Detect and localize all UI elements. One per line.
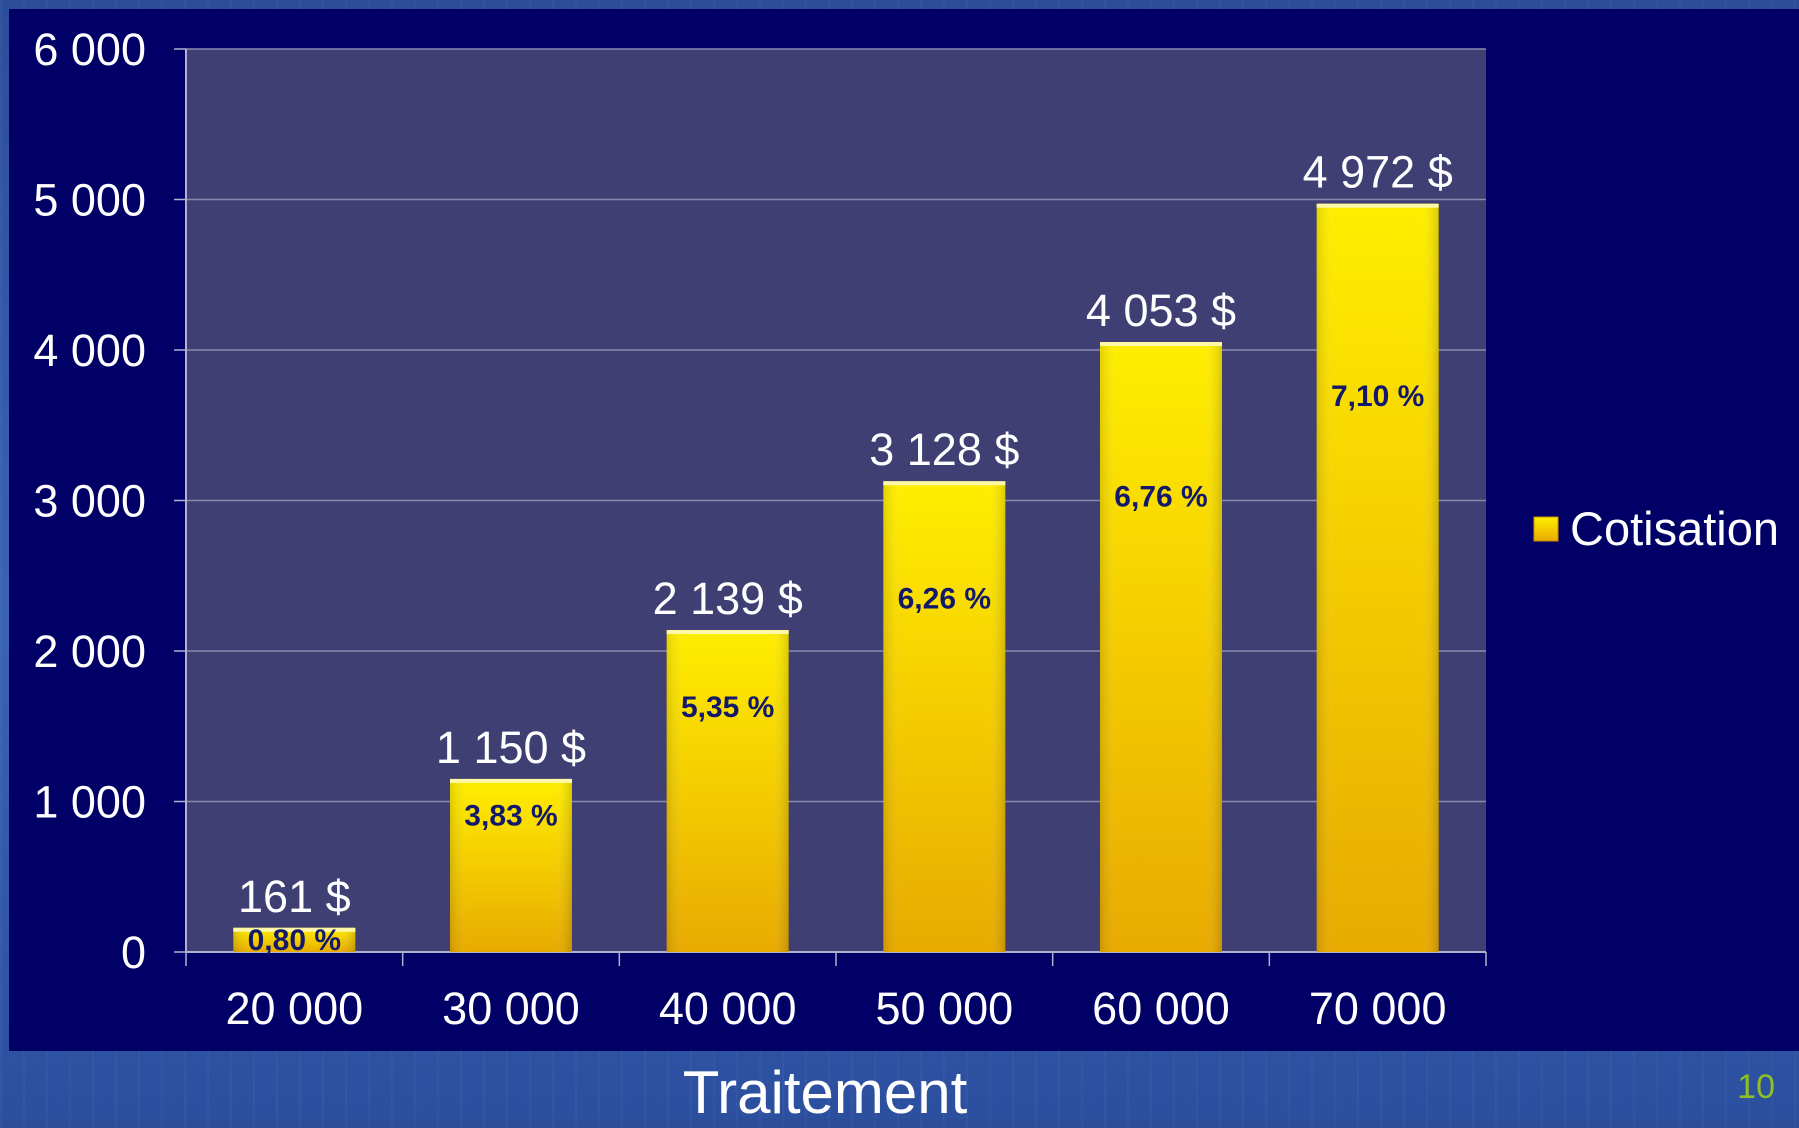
x-tick-label: 30 000 <box>442 983 580 1034</box>
bar-percent-label: 6,26 % <box>898 582 991 615</box>
bar-percent-label: 0,80 % <box>248 924 341 957</box>
bar-value-label: 3 128 $ <box>869 424 1019 475</box>
page-number: 10 <box>1737 1068 1775 1106</box>
axes: 0 1 000 2 000 3 000 4 000 5 000 6 000 <box>33 24 1487 978</box>
bar-shading <box>1316 203 1439 953</box>
bar-value-label: 4 972 $ <box>1303 147 1453 198</box>
y-tick-label: 6 000 <box>33 24 146 75</box>
bar-top-highlight <box>450 778 572 783</box>
gridlines <box>186 48 1486 803</box>
bar-value-label: 161 $ <box>238 871 351 922</box>
x-axis-title: Traitement <box>682 1059 968 1126</box>
bar-percent-label: 5,35 % <box>681 691 774 724</box>
y-tick-label: 3 000 <box>33 476 146 527</box>
bar-top-highlight <box>1316 203 1439 208</box>
bar-top-highlight <box>883 481 1006 486</box>
x-tick-label: 40 000 <box>659 983 797 1034</box>
x-tick-label: 50 000 <box>876 983 1014 1034</box>
bar-shading <box>233 927 356 952</box>
x-tick-label: 20 000 <box>226 983 364 1034</box>
bar-percent-label: 7,10 % <box>1331 380 1424 413</box>
bar-value-label: 4 053 $ <box>1086 285 1236 336</box>
x-tick-label: 60 000 <box>1092 983 1230 1034</box>
y-tick-label: 1 000 <box>33 777 146 828</box>
legend-swatch <box>1533 516 1559 542</box>
bar-value-label: 2 139 $ <box>653 573 803 624</box>
y-tick-label: 0 <box>121 927 146 978</box>
bar-shading <box>883 481 1006 952</box>
data-labels: 161 $0,80 % 20 000 1 150 $ 3,83 % 30 000 2 13… <box>226 147 1453 1034</box>
bar-shading <box>1100 342 1222 952</box>
bar-top-highlight <box>233 927 356 932</box>
bar-percent-label: 3,83 % <box>464 800 557 833</box>
x-tick-label: 70 000 <box>1309 983 1447 1034</box>
y-tick-label: 5 000 <box>33 175 146 226</box>
bar-top-highlight <box>666 630 789 635</box>
bar-shading <box>666 630 789 952</box>
bar-percent-label: 6,76 % <box>1114 481 1207 514</box>
legend-label: Cotisation <box>1570 502 1779 555</box>
bars <box>233 203 1439 953</box>
legend: Cotisation <box>1533 502 1779 555</box>
bar-value-label: 1 150 $ <box>436 722 586 773</box>
y-tick-label: 4 000 <box>33 325 146 376</box>
y-tick-label: 2 000 <box>33 626 146 677</box>
bar-top-highlight <box>1100 342 1222 347</box>
bar-shading <box>450 778 572 952</box>
